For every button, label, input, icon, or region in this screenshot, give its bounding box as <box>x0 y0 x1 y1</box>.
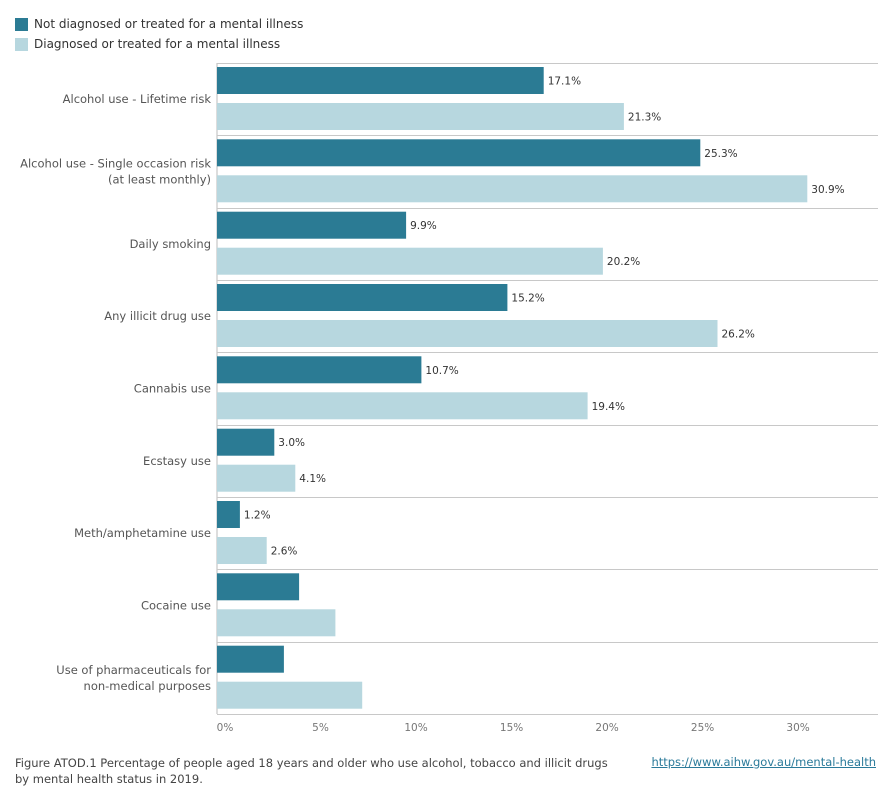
source-link[interactable]: https://www.aihw.gov.au/mental-health <box>651 755 876 769</box>
legend-swatch-diagnosed <box>15 37 28 51</box>
category-label: Cannabis use <box>134 382 211 396</box>
bar-diagnosed <box>217 175 808 203</box>
bar-not-diagnosed <box>217 139 701 167</box>
data-label: 25.3% <box>704 148 737 160</box>
bar-diagnosed <box>217 320 718 347</box>
bar-not-diagnosed <box>217 284 508 311</box>
category-label: Alcohol use - Lifetime risk <box>63 92 212 106</box>
data-label: 9.9% <box>410 220 437 232</box>
category-label: Ecstasy use <box>143 454 211 468</box>
bar-diagnosed <box>217 247 603 275</box>
bar-not-diagnosed <box>217 645 284 673</box>
data-label: 19.4% <box>592 401 625 413</box>
x-tick-label: 25% <box>691 722 714 734</box>
bar-diagnosed <box>217 103 624 130</box>
bar-diagnosed <box>217 681 363 709</box>
legend-swatch-not-diagnosed <box>15 17 28 31</box>
legend: Not diagnosed or treated for a mental il… <box>15 14 303 54</box>
figure-caption: Figure ATOD.1 Percentage of people aged … <box>15 756 608 786</box>
category-label: Meth/amphetamine use <box>74 526 211 540</box>
x-tick-label: 20% <box>595 722 618 734</box>
bar-diagnosed <box>217 537 267 564</box>
legend-label-not-diagnosed: Not diagnosed or treated for a mental il… <box>34 17 304 31</box>
data-label: 26.2% <box>722 329 755 341</box>
legend-item-not-diagnosed[interactable]: Not diagnosed or treated for a mental il… <box>15 14 303 34</box>
category-label: Alcohol use - Single occasion risk (at le… <box>20 157 211 187</box>
x-tick-label: 30% <box>786 722 809 734</box>
data-label: 4.1% <box>299 473 326 485</box>
bar-diagnosed <box>217 392 588 420</box>
x-tick-label: 15% <box>500 722 523 734</box>
data-label: 20.2% <box>607 256 640 268</box>
bar-chart: Alcohol use - Lifetime risk 17.1% 21.3% Alc… <box>20 63 878 734</box>
category-label: Daily smoking <box>130 237 211 251</box>
x-tick-label: 5% <box>312 722 329 734</box>
data-label: 2.6% <box>271 546 298 558</box>
bar-not-diagnosed <box>217 573 300 601</box>
category-label: Cocaine use <box>141 599 211 613</box>
bar-diagnosed <box>217 464 296 492</box>
bar-not-diagnosed <box>217 428 275 456</box>
data-label: 17.1% <box>548 76 581 88</box>
category-label: Use of pharmaceuticals for non-medical pu… <box>56 663 211 693</box>
data-label: 21.3% <box>628 112 661 124</box>
data-label: 10.7% <box>425 365 458 377</box>
data-label: 15.2% <box>511 293 544 305</box>
legend-label-diagnosed: Diagnosed or treated for a mental illnes… <box>34 37 281 51</box>
data-label: 3.0% <box>278 437 305 449</box>
bar-not-diagnosed <box>217 211 407 239</box>
x-tick-label: 0% <box>217 722 234 734</box>
bar-diagnosed <box>217 609 336 637</box>
x-tick-label: 10% <box>404 722 427 734</box>
bar-not-diagnosed <box>217 67 544 94</box>
legend-item-diagnosed[interactable]: Diagnosed or treated for a mental illnes… <box>15 34 303 54</box>
data-label: 30.9% <box>811 184 844 196</box>
bar-not-diagnosed <box>217 501 240 528</box>
data-label: 1.2% <box>244 510 271 522</box>
category-label: Any illicit drug use <box>104 309 211 323</box>
bar-not-diagnosed <box>217 356 422 384</box>
